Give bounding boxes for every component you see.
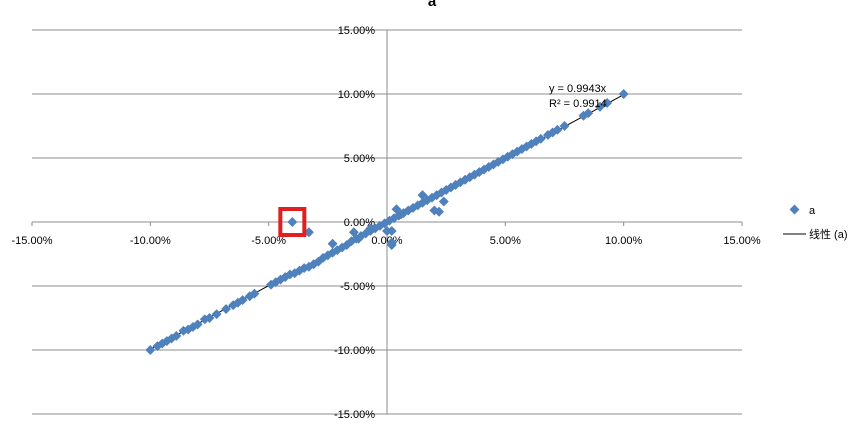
data-point: [535, 133, 546, 144]
data-point: [348, 227, 359, 238]
data-point: [386, 237, 397, 248]
y-tick-label: 10.00%: [338, 89, 376, 101]
data-point: [249, 288, 260, 299]
x-tick-label: 5.00%: [490, 235, 521, 247]
tick-labels: 15.00% 10.00% 5.00% 0.00% -5.00% -10.00% -15.0…: [12, 25, 761, 421]
data-point: [204, 313, 215, 323]
data-point: [602, 98, 613, 108]
trendline-equation-text: y = 0.9943x: [549, 83, 607, 95]
data-point: [386, 226, 397, 236]
trendline-r2-text: R² = 0.9914: [549, 98, 607, 110]
data-point: [595, 101, 605, 112]
data-point: [552, 124, 563, 135]
y-tick-label: -15.00%: [334, 409, 375, 421]
x-tick-label: 15.00%: [723, 235, 761, 247]
data-point: [192, 319, 203, 330]
data-point: [559, 121, 570, 131]
y-tick-label: -5.00%: [340, 281, 375, 293]
highlight-box: [278, 207, 307, 237]
data-point: [396, 209, 407, 220]
chart-title: a: [428, 0, 437, 10]
y-tick-label: 5.00%: [344, 153, 375, 165]
data-point: [171, 330, 182, 341]
data-point: [438, 196, 449, 207]
data-point: [145, 345, 156, 355]
x-tick-label: -5.00%: [251, 235, 286, 247]
data-point: [434, 206, 445, 217]
legend-label-a: a: [809, 205, 816, 217]
y-tick-label: 15.00%: [338, 25, 376, 37]
annotations: [278, 207, 307, 237]
data-point: [221, 304, 232, 314]
x-tick-label: -15.00%: [12, 235, 53, 247]
y-tick-label: 0.00%: [344, 217, 375, 229]
legend: a 线性 (a): [783, 204, 848, 241]
legend-label-trend: 线性 (a): [809, 227, 848, 241]
data-point: [211, 309, 222, 320]
data-points: [145, 89, 629, 355]
x-tick-label: 10.00%: [605, 235, 643, 247]
data-point: [417, 190, 428, 201]
data-point: [303, 227, 314, 238]
trendline-equation: y = 0.9943x R² = 0.9914: [549, 83, 607, 110]
data-point: [287, 217, 298, 227]
data-point: [327, 238, 338, 249]
y-tick-label: -10.00%: [334, 345, 375, 357]
data-point: [618, 89, 629, 99]
data-point: [583, 108, 594, 119]
data-point: [365, 223, 376, 234]
data-point: [237, 295, 248, 306]
data-point: [353, 233, 364, 244]
legend-marker-a: [789, 204, 800, 215]
x-tick-label: -10.00%: [130, 235, 171, 247]
